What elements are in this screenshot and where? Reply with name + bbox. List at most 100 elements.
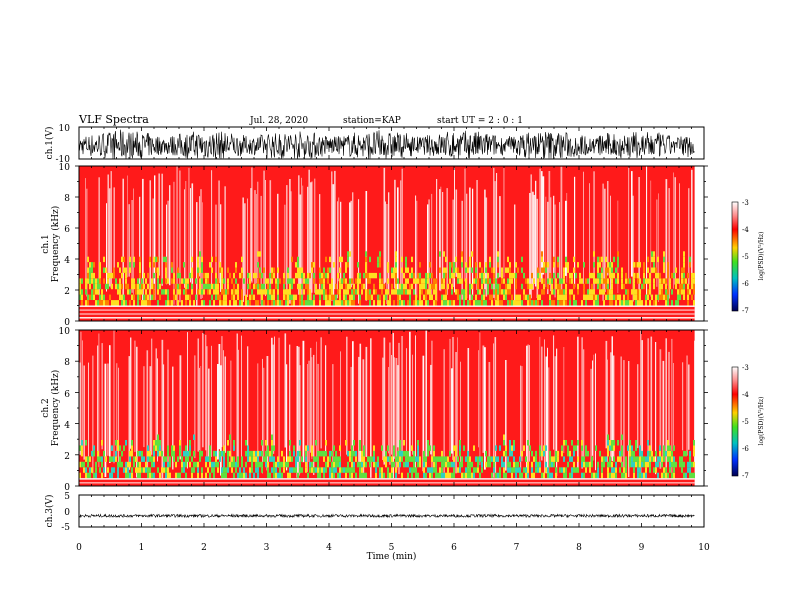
p3-spec-cell [205, 456, 207, 462]
p3-spec-cell [425, 472, 427, 479]
p3-spec-cell [119, 461, 121, 468]
p3-spec-cell [231, 467, 233, 473]
p3-spec-cell [193, 450, 195, 457]
p3-spec-cell [363, 461, 365, 468]
p2-spec-streak [277, 193, 279, 304]
p2-spec-cell [487, 272, 489, 279]
p2-spec-cell [131, 294, 133, 300]
p3-spec-cell [589, 461, 591, 468]
p2-spec-cell [423, 294, 425, 300]
p3-spec-cell [645, 467, 647, 473]
p3-spec-cell [117, 440, 119, 446]
p2-spec-cell [347, 283, 349, 290]
p2-spec-cell [149, 300, 151, 306]
p3-spec-cell [691, 472, 693, 479]
p2-spec-streak [607, 181, 609, 276]
p2-spec-cell [291, 294, 293, 300]
p2-spec-cell [617, 294, 619, 300]
p2-spec-cell [85, 283, 87, 290]
p2-spec-cell [345, 294, 347, 300]
p2-spec-streak [307, 186, 309, 290]
p2-spec-cell [497, 289, 499, 295]
p3-spec-cell [217, 461, 219, 468]
ch3-ytick-0: 0 [64, 508, 70, 518]
p2-spec-cell [227, 283, 229, 290]
p2-spec-cell [475, 294, 477, 300]
p3-spec-cell [625, 472, 627, 479]
p3-spec-streak [443, 349, 445, 473]
p2-spec-cell [229, 300, 231, 306]
p3-spec-cell [433, 445, 435, 451]
p2-spec-cell [693, 283, 695, 290]
p3-spec-cell [227, 450, 229, 457]
p2-spec-cell [399, 300, 401, 306]
p2-spec-cell [565, 300, 567, 306]
p3-spec-cell [407, 450, 409, 457]
ch2-cb-tick--3: -3 [742, 364, 749, 372]
p3-spec-cell [521, 472, 523, 479]
p2-spec-streak [242, 197, 244, 302]
p3-spec-cell [381, 467, 383, 473]
p2-spec-cell [263, 283, 265, 290]
p2-spec-streak [284, 204, 286, 285]
p2-spec-cell [505, 283, 507, 290]
p3-spec-cell [321, 467, 323, 473]
p2-spec-cell [619, 294, 621, 300]
p3-spec-cell [79, 472, 81, 479]
p2-spec-cell [345, 300, 347, 306]
p3-spec-cell [295, 467, 297, 473]
p2-spec-cell [535, 300, 537, 306]
p3-spec-cell [117, 467, 119, 473]
p2-spec-cell [593, 278, 595, 284]
p3-spec-cell [185, 461, 187, 468]
p2-spec-cell [87, 272, 89, 279]
p2-spec-cell [187, 283, 189, 290]
p3-spec-cell [147, 472, 149, 479]
p2-spec-cell [501, 267, 503, 273]
p2-spec-lowbin [79, 317, 695, 319]
p3-spec-cell [433, 456, 435, 462]
p2-spec-cell [429, 262, 431, 268]
p3-spec-cell [441, 467, 443, 473]
p2-spec-cell [287, 278, 289, 284]
p2-spec-cell [103, 256, 105, 263]
p3-spec-cell [83, 461, 85, 468]
p3-spec-streak [187, 332, 188, 469]
p2-spec-cell [555, 278, 557, 284]
p2-spec-cell [461, 256, 463, 263]
p3-spec-cell [115, 450, 117, 457]
p2-spec-cell [679, 283, 681, 290]
p2-spec-cell [445, 300, 447, 306]
p2-spec-cell [79, 278, 81, 284]
p2-spec-cell [119, 278, 121, 284]
p2-spec-cell [319, 272, 321, 279]
p3-spec-cell [299, 467, 301, 473]
p3-spec-streak [205, 334, 207, 451]
p3-spec-cell [447, 456, 449, 462]
p3-spec-cell [345, 472, 347, 479]
p2-spec-cell [543, 289, 545, 295]
p3-spec-cell [361, 456, 363, 462]
p3-spec-cell [347, 467, 349, 473]
p3-spec-cell [565, 467, 567, 473]
ch2-colorbar-label: log(PSD)(V²/Hz) [758, 397, 765, 446]
p3-spec-cell [139, 472, 141, 479]
p2-spec-cell [593, 300, 595, 306]
p2-spec-cell [651, 294, 653, 300]
p3-spec-cell [537, 467, 539, 473]
p2-spec-cell [505, 267, 507, 273]
p2-spec-cell [321, 278, 323, 284]
ch1-spectrogram-image [79, 166, 695, 321]
p2-spec-cell [405, 262, 407, 268]
p2-spec-cell [175, 294, 177, 300]
p3-spec-cell [363, 445, 365, 451]
p3-spec-cell [385, 456, 387, 462]
p3-spec-cell [261, 450, 263, 457]
p2-spec-cell [201, 300, 203, 306]
p2-spec-cell [121, 283, 123, 290]
p2-spec-cell [325, 300, 327, 306]
p2-spec-cell [447, 300, 449, 306]
p3-spec-cell [359, 440, 361, 446]
p2-spec-cell [193, 300, 195, 306]
p3-spec-cell [641, 461, 643, 468]
